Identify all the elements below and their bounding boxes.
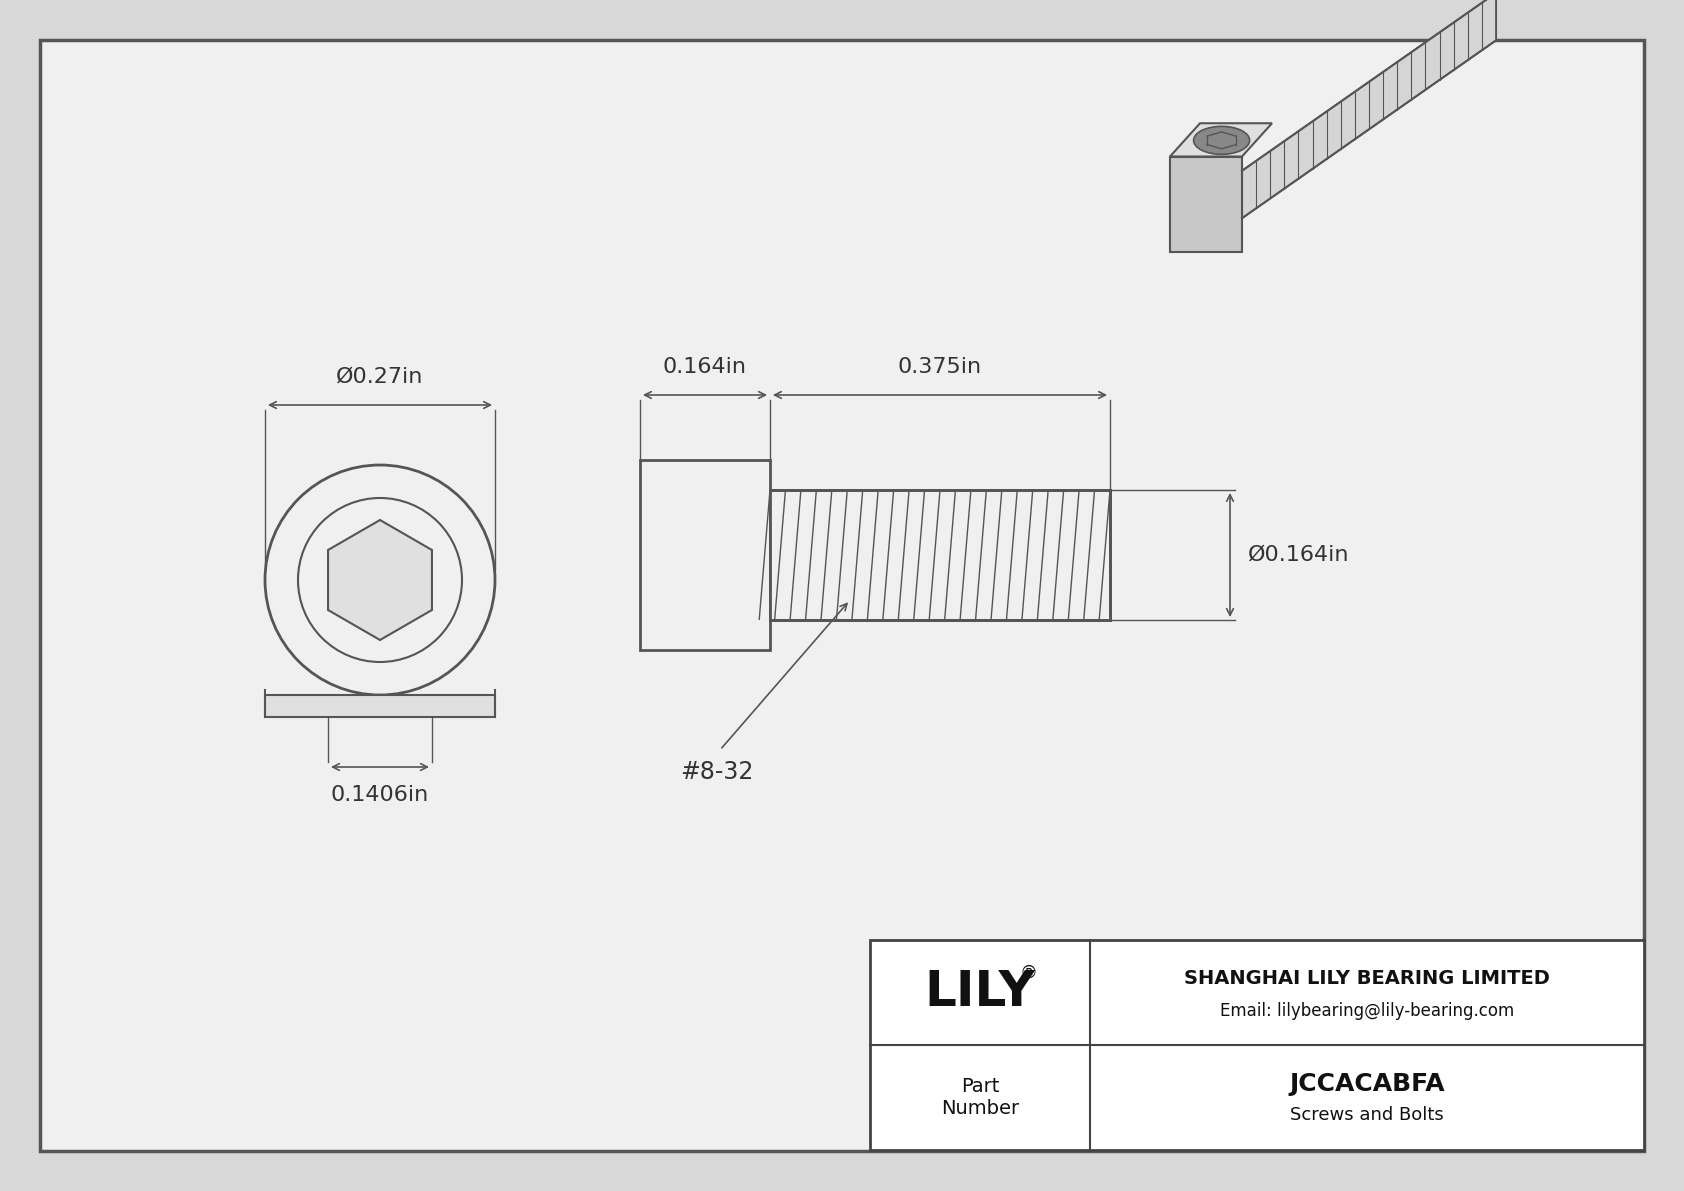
FancyBboxPatch shape xyxy=(40,40,1644,1151)
Text: Email: lilybearing@lily-bearing.com: Email: lilybearing@lily-bearing.com xyxy=(1219,1002,1514,1019)
Polygon shape xyxy=(1243,0,1495,218)
Text: SHANGHAI LILY BEARING LIMITED: SHANGHAI LILY BEARING LIMITED xyxy=(1184,969,1549,989)
Text: LILY: LILY xyxy=(925,968,1036,1016)
Text: ®: ® xyxy=(1019,964,1037,981)
Polygon shape xyxy=(1170,123,1271,156)
Text: #8-32: #8-32 xyxy=(680,760,753,784)
Circle shape xyxy=(264,464,495,696)
FancyBboxPatch shape xyxy=(264,696,495,717)
Text: 0.375in: 0.375in xyxy=(898,357,982,378)
FancyBboxPatch shape xyxy=(770,490,1110,621)
Ellipse shape xyxy=(1194,126,1250,155)
Polygon shape xyxy=(1170,156,1243,251)
FancyBboxPatch shape xyxy=(640,460,770,650)
FancyBboxPatch shape xyxy=(871,940,1644,1151)
Circle shape xyxy=(298,498,461,662)
Polygon shape xyxy=(328,520,433,640)
Text: 0.1406in: 0.1406in xyxy=(330,785,429,805)
Text: 0.164in: 0.164in xyxy=(663,357,748,378)
Text: Screws and Bolts: Screws and Bolts xyxy=(1290,1106,1443,1124)
Text: Part
Number: Part Number xyxy=(941,1077,1019,1118)
Text: Ø0.27in: Ø0.27in xyxy=(337,367,424,387)
Text: Ø0.164in: Ø0.164in xyxy=(1248,545,1349,565)
Text: JCCACABFA: JCCACABFA xyxy=(1290,1072,1445,1096)
